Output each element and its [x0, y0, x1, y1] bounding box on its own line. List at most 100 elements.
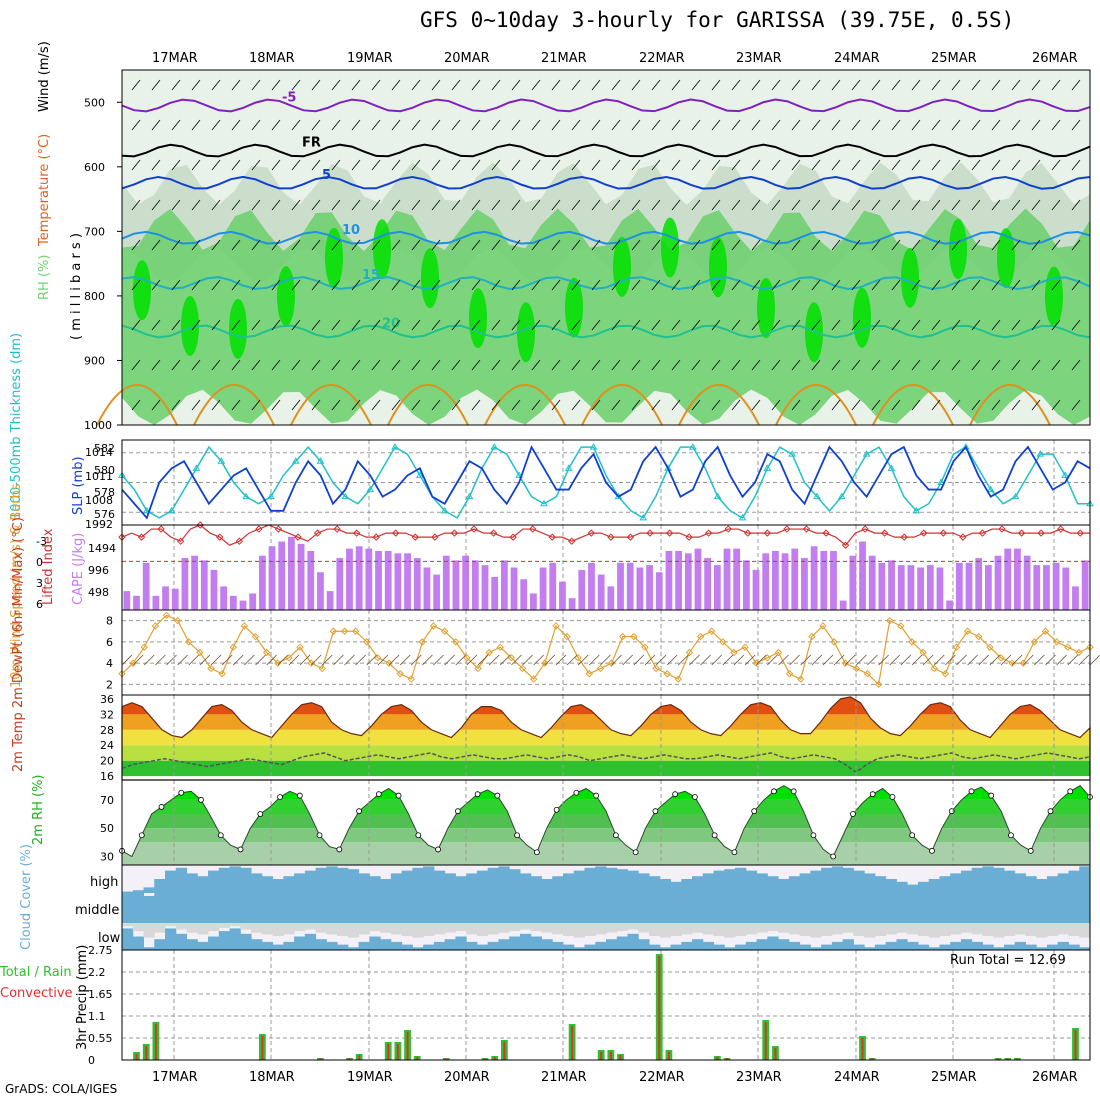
cloud-bar [724, 947, 736, 950]
cloud-bar [562, 944, 575, 950]
cloud-bar [788, 893, 801, 923]
wind-barb [171, 199, 181, 211]
cape-bar [307, 550, 315, 610]
wind10m-barb [867, 654, 878, 666]
cape-bar [820, 550, 828, 610]
wind-barb [651, 119, 661, 131]
cloud-bar [390, 893, 403, 923]
li-marker [1037, 529, 1045, 537]
wind-barb [1011, 239, 1021, 251]
cloud-bar [380, 893, 392, 923]
wind-barb [351, 79, 361, 91]
wind-barb [891, 319, 901, 331]
wind-barb [271, 359, 281, 371]
date-label-bottom: 19MAR [347, 1070, 393, 1085]
cloud-bar [713, 870, 725, 893]
wind10m-marker [307, 659, 315, 667]
wind-barb [511, 319, 521, 331]
cloud-bar [369, 893, 381, 923]
wind-barb [351, 359, 361, 371]
cloud-bar [864, 947, 876, 950]
cloud-bar [649, 944, 661, 950]
wind-barb [871, 239, 881, 251]
thickness-tick-label: 582 [94, 442, 115, 455]
wind-barb [1051, 199, 1061, 211]
cloud-bar [659, 879, 672, 893]
wind-barb [131, 399, 141, 411]
wind10m-barb [689, 654, 700, 666]
wind-barb [231, 119, 241, 131]
cloud-bar [326, 866, 338, 893]
wind-barb [611, 119, 621, 131]
isotherm-label: 5 [322, 168, 331, 183]
cloud-bar [401, 870, 413, 893]
cloud-low-gap [519, 923, 532, 930]
thickness-marker [217, 457, 226, 464]
cloud-bar [433, 870, 446, 893]
precip-conv-bar [154, 1024, 157, 1060]
cloud-bar [240, 893, 252, 923]
cloud-low-gap [1057, 923, 1069, 935]
wind10m-marker [396, 670, 404, 678]
wind-barb [411, 79, 421, 91]
wind-ylabel: 10m Wind Speed (m/s) & Barbs [9, 483, 24, 688]
cloud-bar [960, 939, 973, 950]
wind-barb [911, 79, 921, 91]
cloud-bar [810, 947, 822, 950]
y-tick-label: 900 [84, 354, 105, 367]
chart-title: GFS 0~10day 3-hourly for GARISSA (39.75E… [420, 8, 1015, 32]
li-line [121, 524, 1090, 547]
cloud-low-gap [971, 923, 983, 935]
wind-barb [1031, 199, 1041, 211]
li-marker [978, 529, 987, 537]
wind-barb [271, 319, 281, 331]
precip-conv-bar [493, 1056, 496, 1060]
wind-barb [751, 399, 761, 411]
cloud-bar [1014, 893, 1026, 923]
cape-bar [733, 548, 741, 610]
cape-bar [694, 548, 702, 610]
cloud-low-gap [476, 923, 489, 936]
wind10m-marker [908, 638, 916, 646]
wind10m-marker [262, 648, 271, 657]
wind-barb [891, 199, 901, 211]
wind-barb [151, 199, 161, 211]
cloud-low-gap [928, 923, 940, 938]
wind-barb [491, 359, 501, 371]
cloud-bar [842, 893, 854, 923]
wind-barb [931, 239, 941, 251]
wind-barb [871, 319, 881, 331]
precip-conv-bar [445, 1058, 448, 1060]
wind-barb [1071, 199, 1081, 211]
wind10m-marker [274, 659, 282, 667]
cloud-low-gap [304, 923, 317, 930]
wind-barb [651, 159, 661, 171]
cloud-low-gap [433, 923, 446, 935]
wind10m-marker [707, 627, 716, 635]
precip-tick-label: 0.55 [88, 1032, 113, 1045]
wind-barb [251, 79, 261, 91]
cloud-bar [638, 893, 650, 923]
cloud-bar [283, 876, 295, 893]
wind-barb [251, 319, 261, 331]
precip-tick-label: 1.1 [88, 1010, 106, 1023]
wind-barb [531, 199, 541, 211]
precip-total-label: Total / Rain [0, 965, 72, 980]
precip-tick-label: 1.65 [88, 988, 113, 1001]
cloud-low-gap [498, 923, 510, 933]
wind10m-barb [188, 654, 200, 666]
cloud-bar [412, 893, 424, 923]
wind10m-marker [1075, 648, 1083, 657]
wind10m-barb [232, 654, 244, 666]
cloud-bar [154, 893, 166, 923]
wind-barb [951, 319, 961, 331]
cloud-bar [907, 893, 919, 923]
cape-bar [249, 593, 257, 610]
thickness-line [121, 445, 1090, 519]
cloud-bar [251, 893, 263, 923]
wind-barb [131, 319, 141, 331]
isotherm-warm [387, 384, 469, 426]
wind-barb [631, 279, 641, 291]
li-marker [470, 525, 478, 533]
wind-barb [431, 159, 441, 171]
